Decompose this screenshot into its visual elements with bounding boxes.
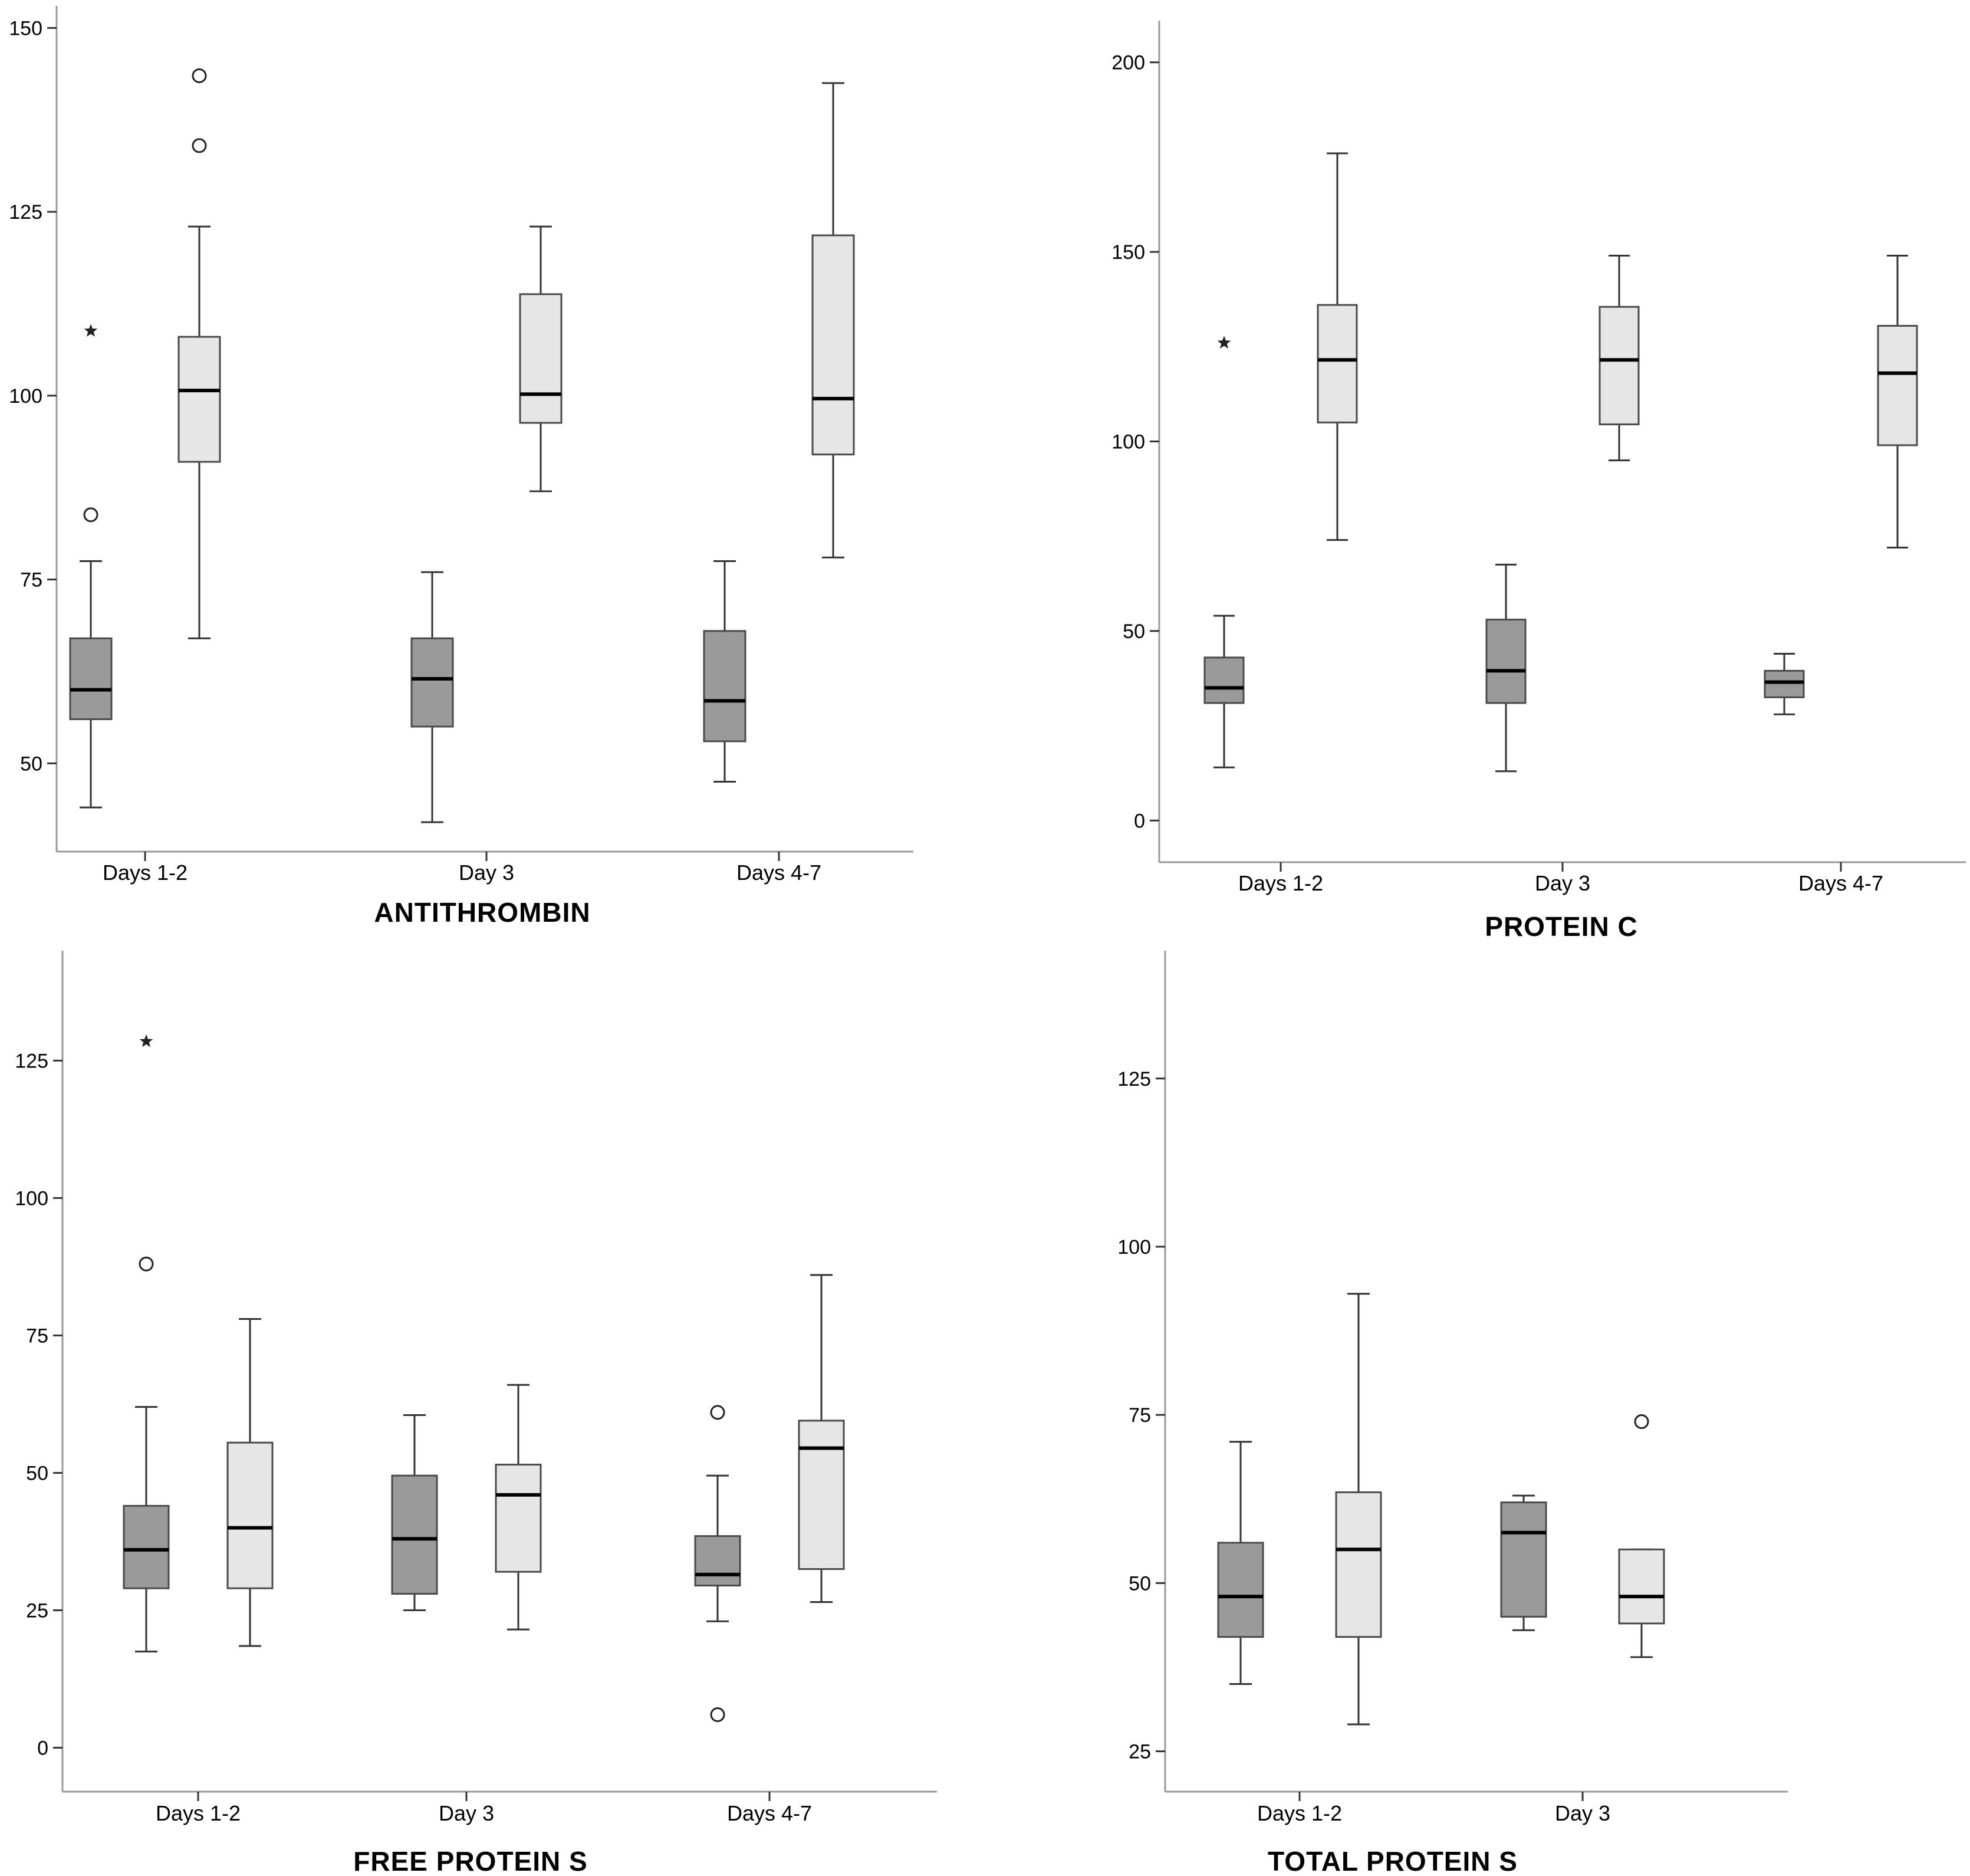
box-light-2 (811, 82, 855, 558)
box-dark-1 (1485, 563, 1527, 773)
box-iqr (1764, 669, 1805, 698)
box-light-2 (798, 1274, 845, 1603)
box-iqr (694, 1535, 741, 1586)
y-tick-label: 25 (26, 1599, 48, 1622)
box-iqr (1618, 1548, 1665, 1625)
box-dark-2 (703, 560, 746, 783)
box-iqr (123, 1504, 170, 1589)
y-tick-label: 0 (1134, 810, 1145, 832)
box-iqr (1217, 1542, 1264, 1638)
box-dark-0 (123, 1034, 170, 1652)
panel-1: 0 50 100 150 200 Days 1-2 Day 3 Days 4-7 PROTEIN… (1111, 21, 1966, 942)
box-light-1 (1599, 255, 1640, 462)
outlier-circle (192, 68, 207, 83)
x-category-label: Days 1-2 (103, 860, 188, 885)
outlier-star (139, 1034, 153, 1047)
box-dark-1 (1500, 1494, 1547, 1631)
box-iqr (1317, 304, 1358, 423)
y-tick-label: 150 (9, 17, 42, 40)
box-iqr (177, 336, 221, 463)
outlier-circle (139, 1256, 154, 1272)
y-tick-label: 125 (9, 201, 42, 224)
x-category-label: Days 4-7 (736, 860, 821, 885)
y-tick-label: 0 (37, 1737, 48, 1759)
panel-title: ANTITHROMBIN (374, 897, 590, 928)
box-dark-1 (410, 571, 454, 823)
outlier-circle (710, 1405, 725, 1420)
box-iqr (1203, 656, 1245, 704)
box-iqr (391, 1474, 438, 1595)
outlier-circle (192, 138, 207, 153)
box-light-1 (1618, 1414, 1665, 1658)
outlier-circle (1634, 1414, 1649, 1430)
box-iqr (495, 1463, 542, 1573)
box-light-1 (495, 1384, 542, 1631)
box-iqr (811, 234, 855, 456)
box-iqr (1335, 1491, 1382, 1638)
box-iqr (798, 1420, 845, 1571)
box-light-0 (177, 68, 221, 639)
box-dark-2 (1764, 652, 1805, 715)
panel-0: 50 75 100 125 150 Days 1-2 Day 3 Days 4-7 ANTITH… (9, 6, 913, 928)
box-light-1 (519, 225, 563, 492)
box-light-0 (1335, 1293, 1382, 1726)
box-light-0 (226, 1318, 274, 1647)
y-tick-label: 75 (20, 569, 42, 592)
box-dark-2 (694, 1405, 741, 1723)
box-dark-1 (391, 1414, 438, 1611)
outlier-circle (83, 507, 98, 523)
outlier-circle (710, 1707, 725, 1723)
y-tick-label: 50 (26, 1462, 48, 1484)
x-category-label: Day 3 (439, 1801, 494, 1825)
panel-title: FREE PROTEIN S (353, 1846, 587, 1876)
y-tick-label: 25 (1129, 1741, 1151, 1763)
y-tick-label: 100 (1117, 1236, 1151, 1259)
y-tick-label: 150 (1111, 241, 1145, 264)
y-tick-label: 50 (20, 753, 42, 775)
box-iqr (519, 293, 563, 424)
x-category-label: Day 3 (459, 860, 514, 885)
outlier-star (84, 324, 98, 337)
y-tick-label: 125 (15, 1050, 48, 1072)
panel-3: 25 50 75 100 125 Days 1-2 Day 3 TOTAL PROTEIN S (1117, 951, 1788, 1876)
y-tick-label: 50 (1123, 620, 1145, 643)
box-dark-0 (1203, 336, 1245, 768)
box-iqr (703, 630, 746, 742)
box-iqr (226, 1441, 274, 1589)
y-tick-label: 125 (1117, 1068, 1151, 1090)
box-light-0 (1317, 152, 1358, 541)
outlier-star (1217, 336, 1231, 349)
x-category-label: Days 1-2 (1238, 871, 1323, 895)
y-tick-label: 100 (9, 385, 42, 408)
box-iqr (1485, 619, 1527, 704)
x-category-label: Day 3 (1535, 871, 1590, 895)
y-tick-label: 75 (26, 1325, 48, 1347)
box-iqr (1500, 1501, 1547, 1618)
box-iqr (69, 637, 113, 721)
x-category-label: Days 4-7 (727, 1801, 812, 1825)
panel-2: 0 25 50 75 100 125 Days 1-2 Day 3 Days 4-7 FREE P… (15, 951, 937, 1876)
box-iqr (410, 637, 454, 728)
box-light-2 (1877, 255, 1918, 548)
y-tick-label: 200 (1111, 52, 1145, 74)
y-tick-label: 100 (1111, 431, 1145, 454)
x-category-label: Days 4-7 (1798, 871, 1883, 895)
y-tick-label: 50 (1129, 1572, 1151, 1595)
y-tick-label: 75 (1129, 1404, 1151, 1427)
x-category-label: Day 3 (1555, 1801, 1610, 1825)
panel-title: TOTAL PROTEIN S (1268, 1846, 1518, 1876)
x-category-label: Days 1-2 (1257, 1801, 1342, 1825)
box-dark-0 (69, 324, 113, 809)
panel-title: PROTEIN C (1485, 911, 1637, 942)
box-dark-0 (1217, 1441, 1264, 1685)
y-tick-label: 100 (15, 1187, 48, 1210)
box-iqr (1877, 324, 1918, 446)
box-iqr (1599, 305, 1640, 426)
x-category-label: Days 1-2 (156, 1801, 241, 1825)
